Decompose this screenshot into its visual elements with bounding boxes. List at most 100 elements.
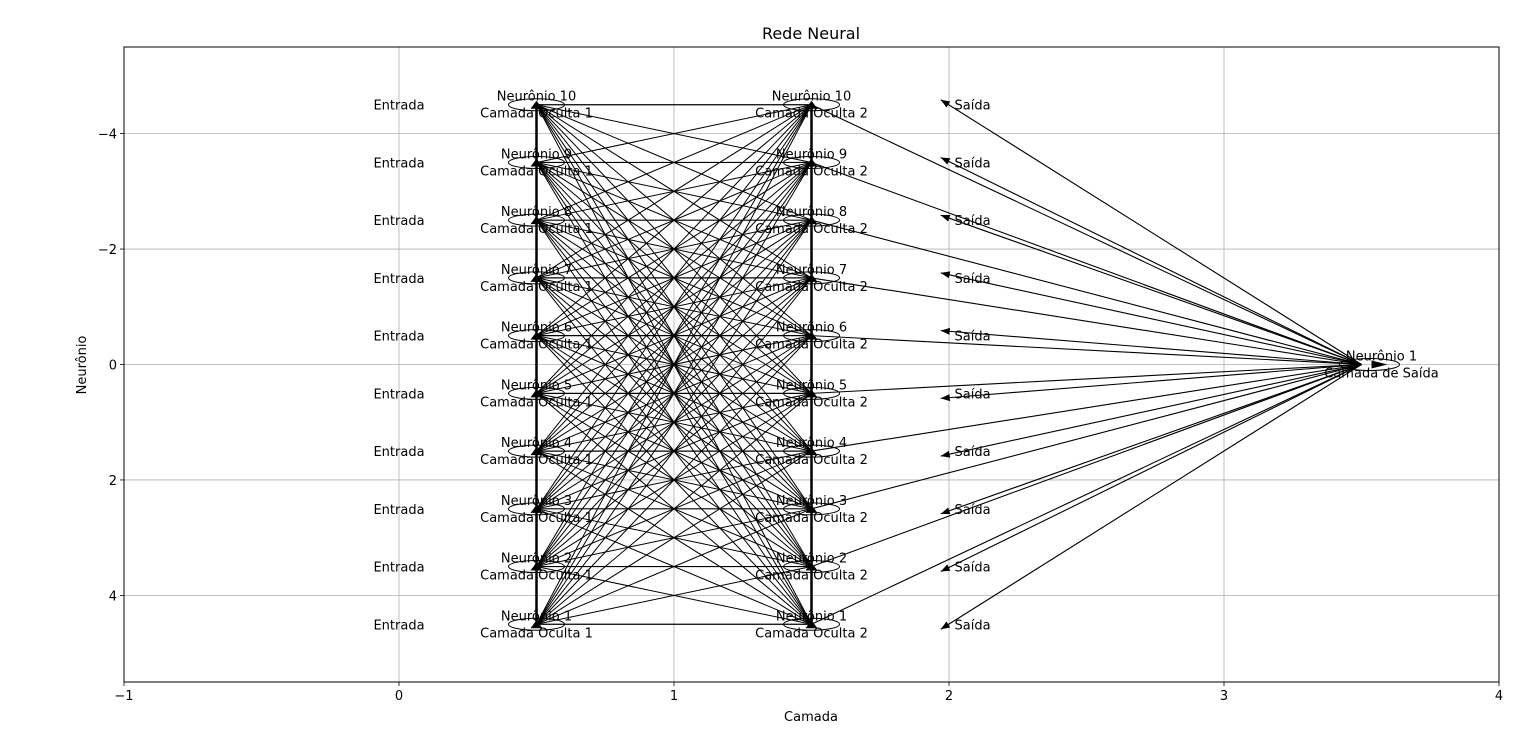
connection-edge bbox=[940, 99, 1362, 365]
hidden2-neuron-name: Neurônio 5 bbox=[776, 378, 847, 393]
y-tick-label: −2 bbox=[98, 243, 117, 258]
hidden2-layer-label: Camada Oculta 2 bbox=[755, 626, 868, 641]
arrow-head bbox=[805, 620, 818, 629]
hidden1-neuron bbox=[508, 271, 565, 285]
output-neuron bbox=[1339, 358, 1400, 371]
hidden1-neuron-name: Neurônio 3 bbox=[501, 494, 572, 509]
saida-label: Saída bbox=[955, 214, 991, 229]
arrow-head bbox=[940, 507, 951, 515]
input-label: Entrada bbox=[373, 503, 424, 518]
hidden1-layer-label: Camada Oculta 1 bbox=[480, 626, 593, 641]
connection-edge bbox=[536, 104, 812, 452]
hidden1-layer-label: Camada Oculta 1 bbox=[480, 222, 593, 237]
y-tick-label: 0 bbox=[109, 359, 117, 374]
hidden1-layer-label: Camada Oculta 1 bbox=[480, 569, 593, 584]
arrow-head bbox=[1371, 360, 1388, 369]
arrow-head bbox=[530, 331, 543, 340]
connection-edge bbox=[536, 335, 812, 625]
hidden1-neuron-name: Neurônio 2 bbox=[501, 552, 572, 567]
hidden2-neuron bbox=[783, 271, 840, 285]
y-tick-label: 4 bbox=[109, 589, 117, 604]
saida-label: Saída bbox=[955, 445, 991, 460]
arrow-head bbox=[530, 100, 543, 109]
arrow-head bbox=[940, 621, 951, 630]
x-tick-label: 3 bbox=[1220, 689, 1228, 704]
connection-edge bbox=[811, 363, 1362, 452]
saida-label: Saída bbox=[955, 387, 991, 402]
output-neuron-name: Neurônio 1 bbox=[1346, 350, 1417, 365]
connection-edge bbox=[536, 104, 812, 625]
arrow-head bbox=[530, 389, 543, 398]
arrow-head bbox=[940, 327, 951, 335]
x-tick-label: 1 bbox=[670, 689, 678, 704]
connection-edge bbox=[811, 364, 1362, 625]
neurons bbox=[508, 98, 1400, 631]
hidden2-layer-label: Camada Oculta 2 bbox=[755, 280, 868, 295]
input-label: Entrada bbox=[373, 618, 424, 633]
connection-edge bbox=[811, 277, 1362, 366]
saida-label: Saída bbox=[955, 561, 991, 576]
hidden1-neuron-name: Neurônio 4 bbox=[501, 436, 572, 451]
saida-label: Saída bbox=[955, 156, 991, 171]
arrow-head bbox=[530, 158, 543, 167]
arrow-head bbox=[940, 564, 951, 572]
hidden1-layer-label: Camada Oculta 1 bbox=[480, 453, 593, 468]
hidden1-neuron bbox=[508, 98, 565, 112]
connection-edge bbox=[940, 272, 1362, 366]
connection-edge bbox=[536, 104, 812, 567]
connection-edge bbox=[536, 277, 812, 625]
hidden1-neuron bbox=[508, 560, 565, 574]
chart-title: Rede Neural bbox=[762, 24, 860, 43]
hidden2-layer-label: Camada Oculta 2 bbox=[755, 453, 868, 468]
arrow-head bbox=[805, 447, 818, 456]
connection-edge bbox=[811, 219, 1362, 366]
arrow-head bbox=[940, 157, 951, 165]
connection-edge bbox=[811, 104, 1362, 365]
input-label: Entrada bbox=[373, 387, 424, 402]
arrow-head bbox=[805, 389, 818, 398]
y-tick-label: −4 bbox=[98, 128, 117, 143]
hidden1-layer-label: Camada Oculta 1 bbox=[480, 164, 593, 179]
connection-edge bbox=[811, 363, 1362, 568]
connections bbox=[535, 99, 1362, 630]
connection-edge bbox=[536, 566, 812, 625]
arrow-head bbox=[530, 216, 543, 225]
hidden1-neuron-name: Neurônio 6 bbox=[501, 321, 572, 336]
arrow-head bbox=[530, 620, 543, 629]
y-axis-label: Neurônio bbox=[75, 336, 90, 395]
input-label: Entrada bbox=[373, 561, 424, 576]
hidden2-neuron bbox=[783, 560, 840, 574]
hidden1-neuron bbox=[508, 213, 565, 227]
x-tick-label: 4 bbox=[1495, 689, 1503, 704]
connection-edge bbox=[940, 363, 1362, 457]
hidden2-neuron-name: Neurônio 8 bbox=[776, 205, 847, 220]
axis-ticks: −1 0 1 2 3 4 −4 −2 0 2 4 bbox=[98, 128, 1503, 704]
hidden1-neuron bbox=[508, 329, 565, 343]
saida-label: Saída bbox=[955, 503, 991, 518]
connection-edge bbox=[811, 335, 1362, 366]
hidden2-neuron bbox=[783, 617, 840, 631]
hidden1-layer-label: Camada Oculta 1 bbox=[480, 107, 593, 122]
hidden1-neuron-name: Neurônio 10 bbox=[497, 90, 576, 105]
connection-edge bbox=[811, 161, 1362, 366]
arrow-head bbox=[940, 214, 951, 222]
x-tick-label: −1 bbox=[114, 689, 133, 704]
input-label: Entrada bbox=[373, 330, 424, 345]
hidden2-neuron-name: Neurônio 7 bbox=[776, 263, 847, 278]
arrow-head bbox=[530, 504, 543, 513]
connection-edge bbox=[940, 363, 1362, 515]
connection-edge bbox=[536, 392, 812, 625]
connection-edge bbox=[536, 162, 812, 625]
hidden2-layer-label: Camada Oculta 2 bbox=[755, 338, 868, 353]
arrow-head bbox=[805, 216, 818, 225]
arrow-head bbox=[805, 100, 818, 109]
connection-edge bbox=[940, 330, 1362, 366]
hidden2-layer-label: Camada Oculta 2 bbox=[755, 395, 868, 410]
hidden2-layer-label: Camada Oculta 2 bbox=[755, 511, 868, 526]
hidden1-neuron-name: Neurônio 8 bbox=[501, 205, 572, 220]
hidden2-neuron bbox=[783, 98, 840, 112]
input-label: Entrada bbox=[373, 214, 424, 229]
output-layer-label: Camada de Saída bbox=[1324, 367, 1438, 382]
neuron-labels: Entrada Neurônio 1 Camada Oculta 1 Neurônio… bbox=[373, 90, 1438, 642]
